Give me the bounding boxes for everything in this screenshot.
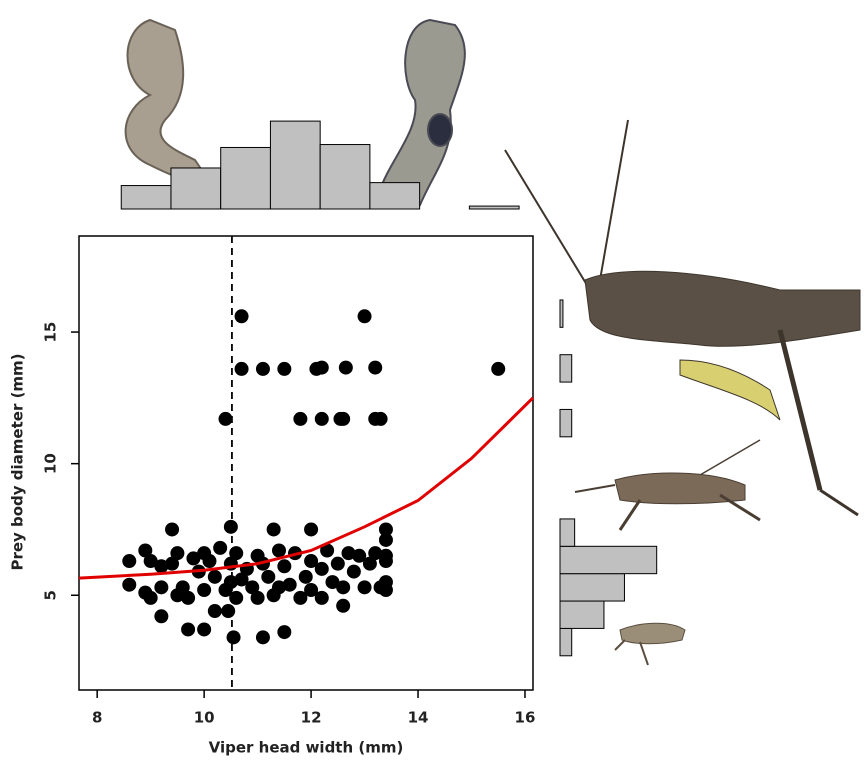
point	[379, 583, 393, 597]
point	[256, 630, 270, 644]
point	[256, 362, 270, 376]
x-tick-label: 12	[301, 709, 322, 727]
point	[208, 570, 222, 584]
grasshopper-small	[615, 623, 685, 665]
right-histogram-bar	[560, 628, 572, 655]
right-histogram-bar	[560, 574, 624, 601]
right-histogram-bar	[560, 519, 575, 546]
point	[336, 580, 350, 594]
point	[221, 604, 235, 618]
chart: Viper head width (mm) Prey body diameter…	[0, 0, 867, 764]
x-tick-label: 16	[515, 709, 536, 727]
right-histogram-bar	[560, 409, 572, 436]
right-histogram-bar	[560, 355, 572, 382]
point	[379, 533, 393, 547]
top-histogram-bar	[270, 121, 320, 209]
point	[368, 361, 382, 375]
point	[202, 554, 216, 568]
point	[170, 546, 184, 560]
point	[213, 541, 227, 555]
point	[122, 554, 136, 568]
point	[224, 520, 238, 534]
x-axis-label: Viper head width (mm)	[209, 739, 404, 757]
point	[491, 362, 505, 376]
point	[235, 309, 249, 323]
point	[165, 522, 179, 536]
point	[331, 557, 345, 571]
point	[227, 630, 241, 644]
point	[358, 309, 372, 323]
right-histogram-bar	[560, 601, 604, 628]
x-tick-label: 14	[408, 709, 429, 727]
y-tick-label: 15	[42, 322, 60, 343]
point	[315, 591, 329, 605]
top-histogram-bar	[221, 147, 271, 209]
point	[272, 544, 286, 558]
point	[283, 578, 297, 592]
point	[347, 565, 361, 579]
snake-left	[126, 20, 205, 179]
point	[315, 361, 329, 375]
point	[267, 522, 281, 536]
point	[277, 559, 291, 573]
point	[315, 562, 329, 576]
top-histogram-bar	[121, 186, 171, 209]
grasshopper-medium	[575, 440, 760, 530]
point	[219, 412, 233, 426]
point	[208, 604, 222, 618]
top-histogram-bar	[171, 168, 221, 209]
right-histogram-bar	[560, 300, 563, 327]
point	[261, 570, 275, 584]
point	[181, 622, 195, 636]
point	[304, 522, 318, 536]
right-histogram-bar	[560, 546, 657, 573]
point	[277, 625, 291, 639]
top-histogram-bar	[320, 145, 370, 209]
y-axis-label: Prey body diameter (mm)	[9, 353, 27, 570]
point	[197, 583, 211, 597]
top-histogram-bar	[469, 206, 519, 209]
x-tick-label: 10	[194, 709, 215, 727]
y-tick-label: 10	[42, 453, 60, 474]
point	[293, 412, 307, 426]
point	[299, 570, 313, 584]
point	[251, 591, 265, 605]
point	[358, 580, 372, 594]
x-tick-label: 8	[92, 709, 102, 727]
point	[336, 599, 350, 613]
point	[154, 580, 168, 594]
point	[374, 412, 388, 426]
point	[336, 412, 350, 426]
point	[339, 361, 353, 375]
point	[379, 554, 393, 568]
point	[197, 622, 211, 636]
point	[122, 578, 136, 592]
point	[235, 362, 249, 376]
y-tick-label: 5	[42, 590, 60, 600]
point	[144, 591, 158, 605]
point	[181, 591, 195, 605]
point	[315, 412, 329, 426]
snake-right	[380, 20, 465, 205]
point	[154, 609, 168, 623]
grasshopper-large	[505, 120, 860, 515]
top-histogram-bar	[370, 183, 420, 209]
point	[277, 362, 291, 376]
